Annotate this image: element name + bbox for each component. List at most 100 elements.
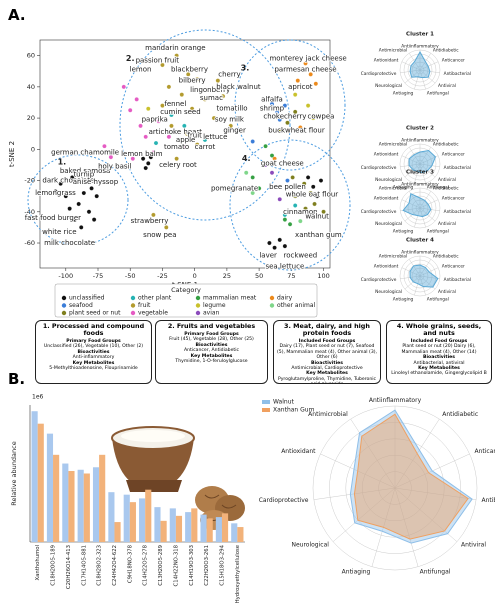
cluster-groups: Dairy (17), Plant seed or nut (7), Seafo… bbox=[277, 344, 378, 361]
x-tick-label: C18H28O2-323 bbox=[97, 545, 103, 586]
radar-axis-label: Antimicrobial bbox=[379, 253, 407, 259]
food-label: dark chocolate bbox=[42, 177, 94, 185]
bar bbox=[31, 411, 38, 542]
bar bbox=[206, 518, 213, 542]
x-tick-label: Hydroxyethylcellulose bbox=[235, 545, 241, 603]
cluster-box: 1. Processed and compound foods Primary F… bbox=[35, 320, 152, 384]
radar-axis-label: Antioxidant bbox=[374, 196, 399, 202]
x-tick-label: C9H18NO-378 bbox=[127, 544, 133, 583]
radar-area bbox=[402, 192, 432, 218]
cluster-bio-heading: Bioactivities bbox=[422, 355, 455, 361]
legend-label: plant seed or nut bbox=[69, 310, 121, 317]
point bbox=[184, 131, 190, 136]
radar-spoke bbox=[419, 61, 439, 71]
food-label: passion fruit bbox=[136, 56, 180, 64]
radar-axis-label: Neurological bbox=[375, 289, 402, 295]
radar-spoke bbox=[419, 191, 432, 209]
radar-title: Cluster 4 bbox=[406, 238, 434, 244]
radar-spoke bbox=[408, 259, 421, 277]
x-tick-label: C20H26O14-413 bbox=[66, 545, 72, 589]
radar-spoke bbox=[401, 267, 421, 277]
x-tick-label: C14H22NO-318 bbox=[173, 544, 179, 586]
radar-axis-label: Antidiabetic bbox=[433, 47, 459, 53]
y-tick-label: 20 bbox=[27, 114, 35, 122]
food-label: parmesan cheese bbox=[274, 66, 336, 74]
food-label: bilberry bbox=[179, 77, 206, 85]
point bbox=[69, 175, 75, 180]
cluster-groups-heading: Included Food Groups bbox=[298, 339, 356, 344]
point bbox=[272, 245, 277, 250]
point bbox=[202, 97, 208, 102]
radar-axis-label: Antioxidant bbox=[374, 264, 399, 270]
radar-axis-label: Antidiabetic bbox=[433, 141, 459, 147]
bar bbox=[114, 522, 121, 542]
radar-axis-label: Antidiabetic bbox=[442, 411, 478, 418]
legend-marker bbox=[61, 295, 67, 301]
cluster-groups-heading: Primary Food Groups bbox=[66, 339, 121, 344]
food-label: mandarin orange bbox=[145, 44, 205, 52]
bar bbox=[108, 492, 115, 542]
radar-axis-label: Antibacterial bbox=[444, 165, 471, 171]
legend-marker bbox=[61, 303, 67, 308]
point bbox=[58, 181, 63, 186]
point bbox=[220, 93, 226, 99]
cluster-bio-heading: Bioactivities bbox=[77, 349, 110, 355]
food-label: laver bbox=[259, 252, 277, 260]
point bbox=[285, 178, 290, 183]
point bbox=[166, 84, 172, 90]
food-label: walnut bbox=[305, 212, 329, 220]
panel-label: A. bbox=[8, 6, 26, 24]
food-label: fennel bbox=[164, 100, 186, 108]
y-tick-label: -20 bbox=[24, 177, 35, 185]
bar bbox=[123, 494, 130, 542]
point bbox=[151, 150, 156, 155]
radar-spoke bbox=[419, 163, 426, 184]
point bbox=[86, 209, 92, 215]
food-label: soy milk bbox=[215, 116, 245, 124]
y-tick-label: 60 bbox=[27, 52, 35, 60]
point bbox=[256, 186, 262, 191]
radar-axis-label: Antioxidant bbox=[374, 152, 399, 158]
food-label: milk chocolate bbox=[44, 239, 95, 247]
radar-spoke bbox=[414, 207, 421, 228]
bar bbox=[129, 502, 136, 542]
radar-spoke bbox=[394, 487, 477, 500]
radar-spoke bbox=[419, 69, 426, 90]
legend-marker bbox=[195, 295, 201, 301]
radar-area bbox=[349, 409, 473, 544]
radar-spoke bbox=[414, 163, 421, 184]
x-tick-label: C17H14O5-881 bbox=[81, 545, 87, 586]
radar-axis-label: Antifungal bbox=[427, 184, 449, 190]
bar bbox=[169, 508, 176, 542]
radar-spoke bbox=[394, 487, 419, 567]
food-label: fast food burger bbox=[25, 214, 81, 222]
legend-marker bbox=[195, 303, 201, 308]
point bbox=[269, 153, 275, 158]
radar-spoke bbox=[394, 487, 458, 542]
cluster-number: 3. bbox=[241, 64, 250, 73]
point bbox=[282, 212, 288, 218]
radar-spoke bbox=[401, 155, 421, 165]
food-label: buckwheat flour bbox=[268, 127, 325, 135]
y-tick-label: 0 bbox=[31, 145, 35, 153]
point bbox=[164, 225, 169, 230]
point bbox=[298, 125, 303, 130]
radar-spoke bbox=[419, 207, 426, 228]
point bbox=[53, 189, 58, 194]
plot-area bbox=[39, 39, 331, 269]
point bbox=[301, 181, 307, 186]
legend-marker bbox=[269, 295, 275, 301]
point bbox=[169, 123, 174, 129]
legend-label: Walnut bbox=[273, 399, 294, 406]
radar-spoke bbox=[419, 163, 440, 168]
food-label: apricot bbox=[288, 83, 313, 91]
cluster-title: 2. Fruits and vegetables bbox=[167, 322, 256, 330]
point bbox=[318, 178, 324, 183]
point bbox=[143, 165, 148, 171]
radar-axis-label: Cardioprotective bbox=[361, 277, 397, 283]
panel-label: B. bbox=[8, 370, 26, 388]
point bbox=[102, 143, 107, 149]
food-label: whole oat flour bbox=[286, 191, 339, 199]
point bbox=[250, 175, 255, 180]
cluster-metab-heading: Key Metabolites bbox=[306, 371, 348, 377]
